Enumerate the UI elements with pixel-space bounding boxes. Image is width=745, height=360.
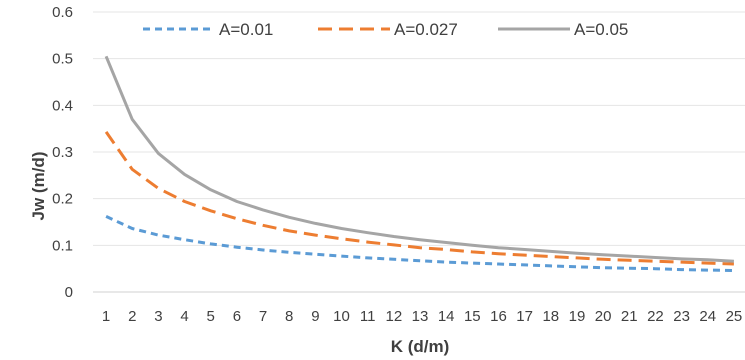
x-tick-label: 5 (207, 308, 215, 325)
x-tick-label: 19 (569, 308, 586, 325)
series-line-1 (105, 215, 734, 272)
x-tick-label: 12 (385, 308, 402, 325)
series-line-2 (104, 131, 734, 266)
legend-label: A=0.05 (574, 20, 628, 39)
x-tick-label: 7 (259, 308, 267, 325)
series-line-3 (104, 55, 734, 263)
y-tick-label: 0.6 (52, 4, 73, 21)
y-tick-label: 0.5 (52, 51, 73, 68)
x-tick-label: 14 (438, 308, 455, 325)
y-axis-title: Jw (m/d) (29, 152, 48, 221)
series-lines (104, 55, 734, 272)
x-tick-label: 1 (102, 308, 110, 325)
x-tick-label: 15 (464, 308, 481, 325)
y-tick-label: 0.2 (52, 191, 73, 208)
y-tick-label: 0.1 (52, 237, 73, 254)
x-tick-label: 13 (412, 308, 429, 325)
x-tick-label: 10 (333, 308, 350, 325)
y-axis-ticks: 0 0.1 0.2 0.3 0.4 0.5 0.6 (52, 4, 73, 301)
legend-label: A=0.027 (394, 20, 458, 39)
legend-label: A=0.01 (219, 20, 273, 39)
x-tick-label: 20 (595, 308, 612, 325)
y-tick-label: 0.3 (52, 144, 73, 161)
x-tick-label: 2 (128, 308, 136, 325)
gridlines (93, 11, 745, 293)
x-axis-title: K (d/m) (391, 337, 450, 356)
y-tick-label: 0 (65, 284, 73, 301)
x-tick-label: 17 (516, 308, 533, 325)
x-tick-label: 16 (490, 308, 507, 325)
x-tick-label: 9 (311, 308, 319, 325)
x-tick-label: 24 (699, 308, 716, 325)
x-tick-label: 25 (726, 308, 743, 325)
x-tick-label: 4 (180, 308, 188, 325)
y-tick-label: 0.4 (52, 97, 73, 114)
x-axis-ticks: 1 2 3 4 5 6 7 8 9 10 11 12 13 14 15 16 17 18 19 20 21 22 23 24 2… (102, 308, 742, 325)
x-tick-label: 11 (360, 308, 376, 325)
x-tick-label: 6 (233, 308, 241, 325)
x-tick-label: 3 (154, 308, 162, 325)
x-tick-label: 8 (285, 308, 293, 325)
x-tick-label: 22 (647, 308, 664, 325)
legend: A=0.01 A=0.027 A=0.05 (143, 20, 628, 39)
x-tick-label: 18 (542, 308, 559, 325)
x-tick-label: 21 (621, 308, 638, 325)
x-tick-label: 23 (673, 308, 690, 325)
